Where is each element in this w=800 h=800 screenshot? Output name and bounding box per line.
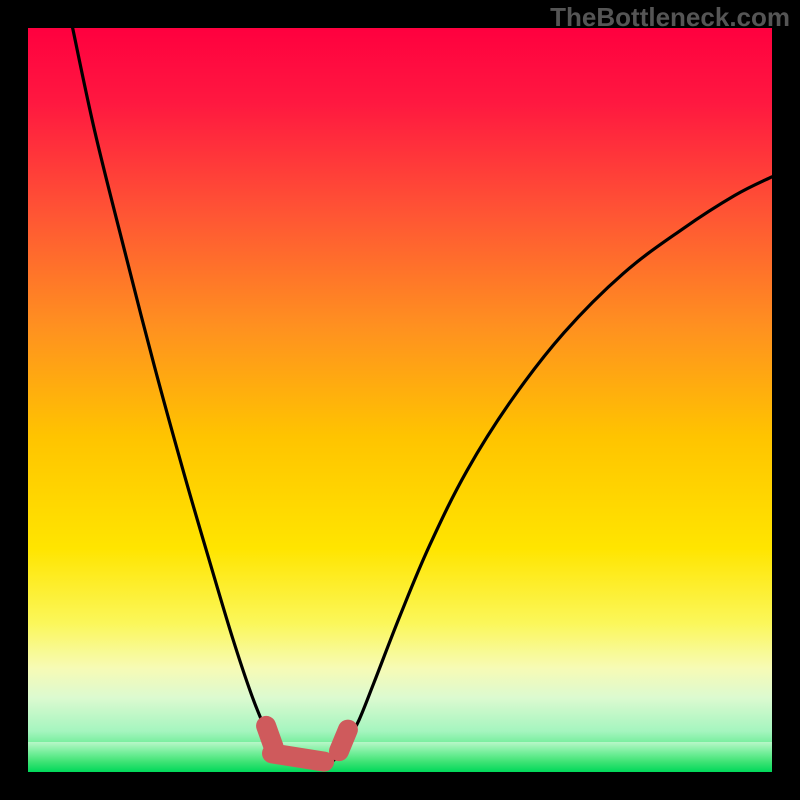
highlight-marks (266, 726, 348, 762)
highlight-segment (272, 753, 324, 761)
bottleneck-curve (73, 28, 772, 767)
chart-frame: TheBottleneck.com (0, 0, 800, 800)
plot-area (28, 28, 772, 772)
curve-layer (28, 28, 772, 772)
watermark-text: TheBottleneck.com (550, 2, 790, 33)
highlight-segment (339, 730, 348, 752)
